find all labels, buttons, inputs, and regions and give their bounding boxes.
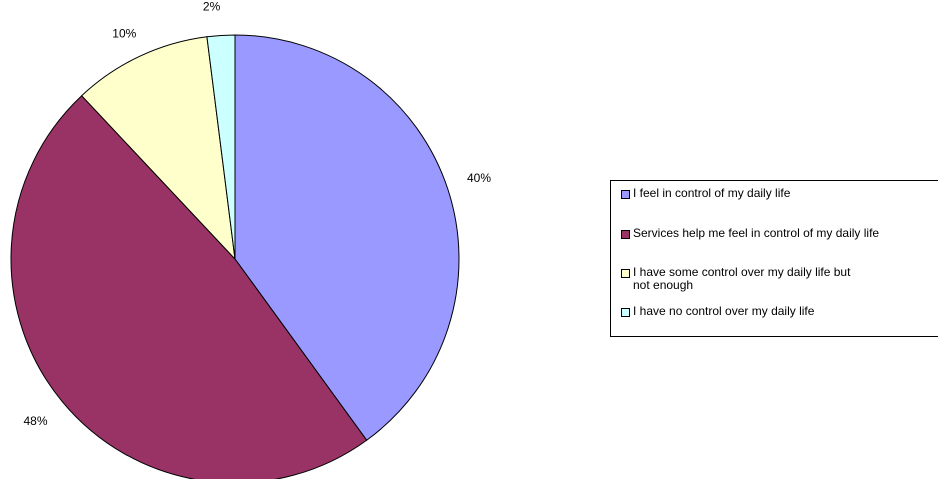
- legend-swatch-no-control: [621, 308, 630, 317]
- pie-label-services-help: 48%: [23, 414, 47, 428]
- pie-slice-no-control: [206, 34, 236, 260]
- legend-label-feel-in-control: I feel in control of my daily life: [633, 186, 791, 200]
- legend-swatch-some-control: [621, 269, 630, 278]
- legend-label-some-control: I have some control over my daily life b…: [633, 265, 851, 292]
- legend-swatch-feel-in-control: [621, 190, 630, 199]
- legend-item-some-control: I have some control over my daily life b…: [621, 266, 938, 292]
- legend-item-no-control: I have no control over my daily life: [621, 305, 938, 318]
- legend-item-feel-in-control: I feel in control of my daily life: [621, 187, 938, 200]
- pie-label-some-control: 10%: [112, 27, 136, 41]
- pie-slice-feel-in-control: [234, 34, 460, 441]
- legend-label-no-control: I have no control over my daily life: [633, 304, 815, 318]
- pie-label-no-control: 2%: [203, 0, 221, 14]
- legend-label-services-help: Services help me feel in control of my d…: [633, 226, 880, 240]
- pie-slice-some-control: [80, 36, 236, 261]
- pie-label-feel-in-control: 40%: [467, 171, 491, 185]
- chart-legend: I feel in control of my daily life Servi…: [610, 180, 938, 337]
- legend-swatch-services-help: [621, 230, 630, 239]
- legend-item-services-help: Services help me feel in control of my d…: [621, 227, 938, 240]
